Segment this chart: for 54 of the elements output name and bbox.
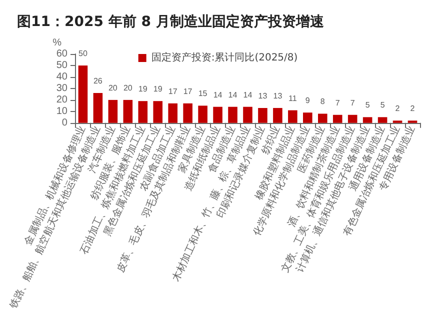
bar [378, 117, 388, 123]
bar [273, 108, 282, 123]
y-axis-title: % [52, 38, 62, 48]
data-label: 13 [273, 91, 283, 100]
bar [243, 106, 252, 123]
bar [332, 114, 342, 123]
bar [93, 93, 103, 123]
data-label: 14 [213, 90, 223, 100]
bar [348, 114, 358, 123]
bar [288, 110, 298, 123]
bar [198, 106, 208, 123]
y-tick-label: 60 [56, 48, 68, 60]
y-tick-label: 10 [56, 106, 68, 117]
data-label: 7 [350, 98, 356, 108]
bar [78, 65, 88, 123]
data-label: 26 [93, 76, 103, 86]
y-tick-label: 40 [56, 71, 68, 82]
bar [108, 100, 118, 123]
bar [362, 117, 372, 123]
bar [213, 106, 222, 123]
data-label: 15 [198, 89, 208, 98]
bar [123, 100, 133, 123]
data-label: 11 [288, 94, 298, 103]
bar [318, 114, 328, 123]
data-label: 2 [395, 104, 400, 114]
data-label: 5 [365, 100, 370, 110]
data-label: 2 [410, 104, 416, 114]
bar [138, 101, 148, 123]
data-label: 17 [183, 86, 193, 96]
bar [228, 106, 238, 123]
y-tick-label: 20 [56, 94, 68, 106]
chart-title: 图11：2025 年前 8 月制造业固定资产投资增速 [17, 13, 325, 30]
data-label: 9 [305, 96, 310, 106]
data-label: 19 [138, 84, 148, 94]
bar [258, 108, 268, 123]
data-label: 20 [108, 83, 118, 92]
y-tick-label: 50 [56, 60, 68, 71]
bar [153, 101, 162, 123]
legend-label: 固定资产投资:累计同比(2025/8) [151, 52, 298, 64]
bar [303, 112, 312, 123]
data-label: 20 [123, 83, 133, 92]
bar [183, 103, 192, 123]
data-label: 7 [335, 98, 340, 108]
y-tick-label: 30 [56, 82, 68, 94]
data-label: 13 [258, 91, 268, 100]
data-label: 14 [243, 90, 253, 100]
data-label: 5 [380, 100, 386, 110]
y-tick-label: 0 [62, 117, 68, 128]
data-label: 19 [153, 84, 163, 94]
data-label: 14 [228, 90, 238, 100]
data-label: 50 [78, 48, 88, 58]
bar [168, 103, 178, 123]
data-label: 17 [168, 86, 178, 96]
data-label: 8 [320, 97, 326, 106]
